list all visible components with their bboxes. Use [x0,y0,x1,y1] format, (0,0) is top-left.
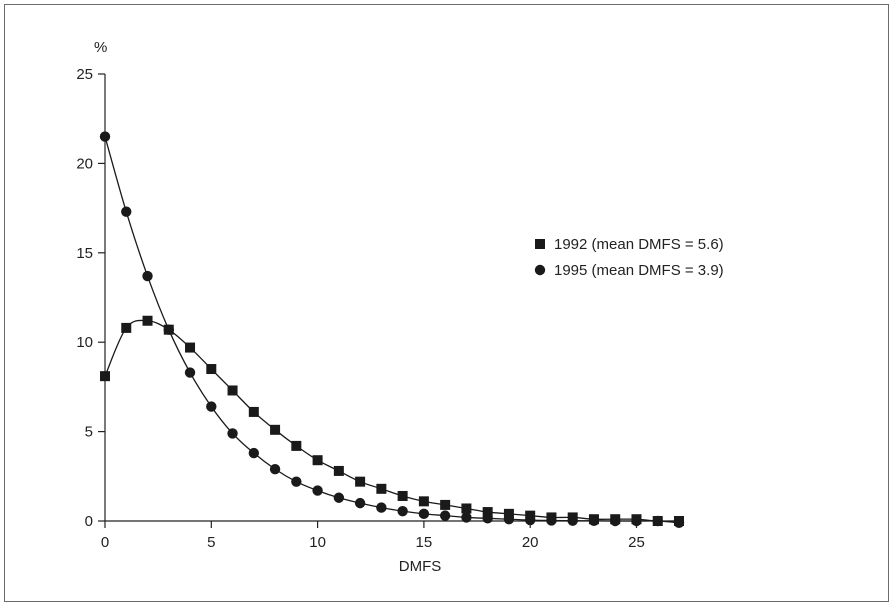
data-point-circle [163,324,174,335]
x-tick-label: 0 [101,534,109,551]
data-point-circle [439,510,451,521]
data-point-circle [503,514,515,525]
data-point-square [461,503,472,514]
y-axis-label: % [94,39,107,56]
data-point-square [355,476,366,487]
legend-square-icon [535,239,545,249]
data-point-circle [631,515,642,527]
data-point-circle [524,514,536,526]
data-point-circle [610,515,621,527]
legend: 1992 (mean DMFS = 5.6) 1995 (mean DMFS = … [534,236,724,279]
x-tick-label: 25 [628,534,645,551]
data-point-square [121,322,132,333]
x-tick-label: 10 [309,534,326,551]
data-point-square [227,385,238,396]
legend-circle-icon [534,264,546,276]
data-point-square [185,342,196,353]
data-point-square [206,364,217,375]
data-point-square [291,440,302,451]
data-point-circle [291,476,302,487]
y-tick-label: 25 [76,66,93,83]
data-point-square [418,496,429,507]
data-point-circle [461,512,472,523]
data-point-circle [206,401,217,412]
x-tick-label: 5 [207,534,215,551]
series-line-square [104,319,680,522]
y-tick-label: 0 [85,513,93,530]
data-point-circle [376,502,387,513]
y-tick-label: 15 [76,245,93,262]
x-tick-label: 20 [522,534,539,551]
data-point-circle [248,447,260,459]
data-point-circle [397,505,408,517]
data-point-square [312,455,323,466]
data-point-circle [227,428,238,439]
data-point-square [248,406,259,417]
y-tick-label: 5 [85,424,93,441]
y-tick-label: 10 [76,334,93,351]
data-point-circle [121,206,132,217]
data-point-circle [652,515,663,527]
data-point-square [270,424,281,435]
data-point-circle [184,367,196,378]
axes: 0 5 10 15 20 25 0 5 10 15 20 25% DMFS [76,39,681,575]
curves [104,136,680,524]
data-point-circle [482,513,493,524]
data-point-circle [418,508,430,520]
data-point-square [397,490,408,501]
series-line-circle [104,136,680,524]
data-point-circle [312,485,323,496]
data-point-square [142,315,153,326]
legend-label: 1992 (mean DMFS = 5.6) [554,236,724,253]
legend-label: 1995 (mean DMFS = 3.9) [554,262,724,279]
data-point-square [482,507,493,518]
x-axis-label: DMFS [399,558,442,575]
y-tick-label: 20 [76,155,93,172]
x-tick-label: 15 [416,534,433,551]
markers [99,131,685,528]
data-point-square [440,499,451,510]
data-point-circle [354,497,366,509]
data-point-circle [99,131,111,142]
data-point-circle [673,517,685,528]
data-point-circle [333,492,345,503]
data-point-circle [142,270,153,282]
data-point-square [503,508,514,519]
data-point-square [100,371,110,382]
data-point-circle [588,515,600,527]
data-point-square [376,483,387,494]
data-point-circle [269,463,281,475]
data-point-circle [567,515,578,526]
data-point-square [333,465,344,476]
data-point-circle [546,515,557,526]
